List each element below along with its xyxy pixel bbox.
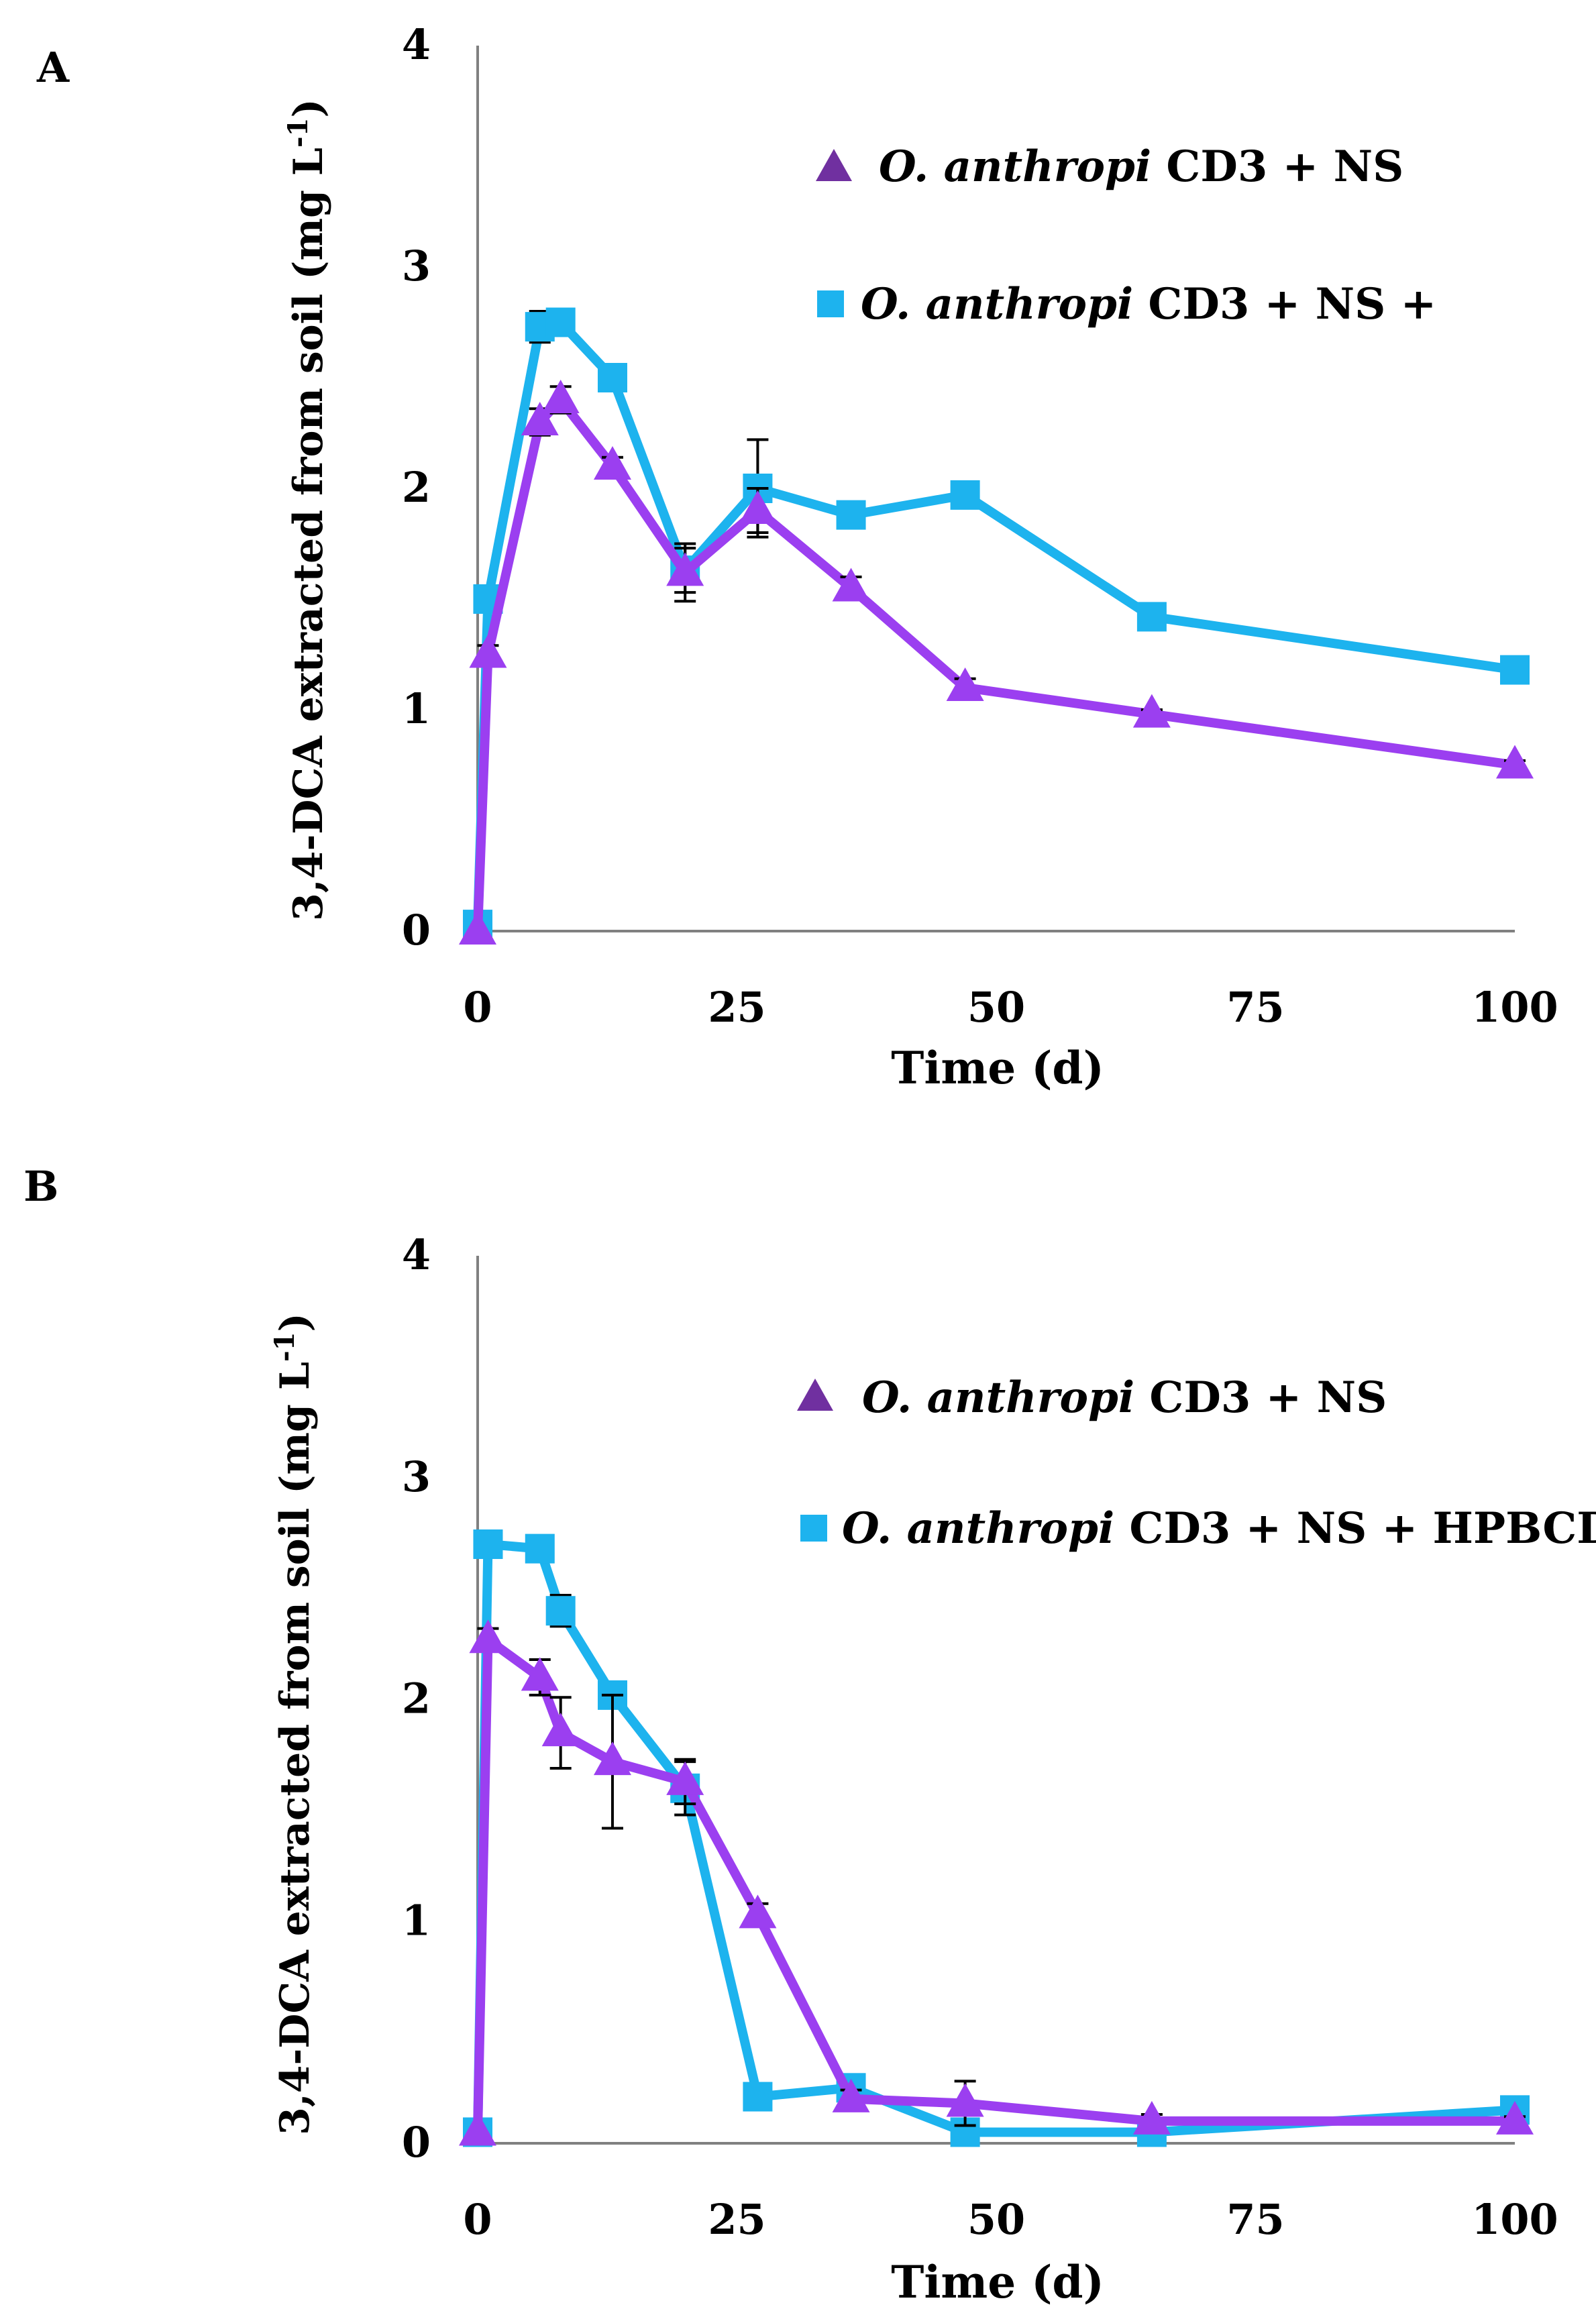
data-point-ns_hpbcd <box>950 480 980 510</box>
legend-label: O. anthropi CD3 + NS <box>862 1373 1387 1423</box>
x-tick-label: 0 <box>463 983 492 1032</box>
data-point-ns_hpbcd <box>1136 602 1167 632</box>
legend-item-ns-hpbcd: O. anthropi CD3 + NS + HPBCD <box>800 1503 1596 1554</box>
series-line-ns_hpbcd <box>473 317 1516 925</box>
data-point-ns <box>739 1894 777 1929</box>
data-point-ns_hpbcd <box>1500 655 1530 685</box>
y-axis-title: 3,4-DCA extracted from soil (mg L-1) <box>282 99 332 921</box>
series-line-ns <box>473 1635 1515 2133</box>
y-tick-label: 4 <box>402 20 431 69</box>
data-point-ns <box>593 446 631 480</box>
data-point-ns_hpbcd <box>545 1596 576 1626</box>
panel-label-a: A <box>36 43 70 92</box>
legend-item-ns-hpbcd: O. anthropi CD3 + NS + <box>817 279 1436 329</box>
data-point-ns <box>666 1761 704 1795</box>
legend-marker-square <box>817 290 844 317</box>
legend-item-ns: O. anthropi CD3 + NS <box>816 142 1403 192</box>
data-point-ns <box>541 1713 580 1747</box>
data-point-ns <box>469 1619 507 1654</box>
data-point-ns_hpbcd <box>473 1529 503 1559</box>
data-point-ns_hpbcd <box>743 2082 773 2112</box>
data-point-ns <box>832 2078 870 2112</box>
y-tick-label: 0 <box>402 906 431 955</box>
x-tick-label: 100 <box>1471 2195 1558 2244</box>
data-point-ns <box>521 1657 559 1691</box>
data-point-ns <box>1132 2100 1171 2135</box>
data-point-ns_hpbcd <box>525 1534 555 1564</box>
data-point-ns_hpbcd <box>545 307 576 337</box>
x-tick-label: 25 <box>708 2195 765 2244</box>
data-point-ns <box>946 667 984 701</box>
legend-label: O. anthropi CD3 + NS <box>879 142 1403 192</box>
y-tick-label: 3 <box>402 241 431 290</box>
data-point-ns <box>541 380 580 413</box>
legend: O. anthropi CD3 + NS O. anthropi CD3 + N… <box>797 1373 1596 1554</box>
panel-label-b: B <box>23 1162 58 1211</box>
legend-label: O. anthropi CD3 + NS + <box>861 279 1436 329</box>
data-point-ns <box>946 2083 984 2117</box>
y-tick-label: 2 <box>402 1674 431 1723</box>
y-tick-label: 2 <box>402 463 431 512</box>
panel-b: B 3,4-DCA extracted from soil (mg L-1) T… <box>23 1162 1596 2308</box>
legend-item-ns: O. anthropi CD3 + NS <box>797 1373 1387 1423</box>
x-axis-title: Time (d) <box>891 2256 1104 2308</box>
data-point-ns <box>1132 694 1171 728</box>
data-point-ns <box>469 634 507 668</box>
legend-marker-triangle <box>797 1379 833 1411</box>
y-tick-label: 3 <box>402 1452 431 1501</box>
x-tick-label: 50 <box>967 983 1025 1032</box>
y-tick-label: 0 <box>402 2118 431 2167</box>
data-point-ns <box>832 568 870 602</box>
data-point-ns <box>459 911 496 945</box>
legend-label: O. anthropi CD3 + NS + HPBCD <box>842 1503 1596 1554</box>
legend: O. anthropi CD3 + NS O. anthropi CD3 + N… <box>816 142 1436 329</box>
x-tick-label: 50 <box>967 2195 1025 2244</box>
data-point-ns_hpbcd <box>597 363 627 392</box>
data-point-ns <box>739 490 777 524</box>
x-tick-label: 0 <box>463 2195 492 2244</box>
y-axis-title: 3,4-DCA extracted from soil (mg L-1) <box>269 1313 319 2135</box>
data-point-ns <box>1496 745 1534 779</box>
panel-a: A 3,4-DCA extracted from soil (mg L-1) T… <box>36 20 1558 1094</box>
data-point-ns <box>459 2112 496 2146</box>
x-tick-label: 100 <box>1471 983 1558 1032</box>
data-point-ns <box>593 1741 631 1776</box>
y-tick-label: 4 <box>402 1230 431 1279</box>
data-point-ns <box>666 552 704 586</box>
y-tick-label: 1 <box>402 1896 431 1945</box>
x-tick-label: 75 <box>1226 2195 1284 2244</box>
x-axis-title: Time (d) <box>891 1042 1104 1094</box>
legend-marker-square <box>800 1515 827 1542</box>
y-tick-label: 1 <box>402 684 431 733</box>
x-tick-label: 75 <box>1226 983 1284 1032</box>
data-point-ns <box>1496 2100 1534 2135</box>
data-point-ns <box>521 402 559 435</box>
series-line-ns_hpbcd <box>473 1539 1515 2137</box>
x-tick-label: 25 <box>708 983 765 1032</box>
legend-marker-triangle <box>816 149 852 181</box>
data-point-ns_hpbcd <box>836 500 866 530</box>
series-line-ns <box>473 395 1515 932</box>
